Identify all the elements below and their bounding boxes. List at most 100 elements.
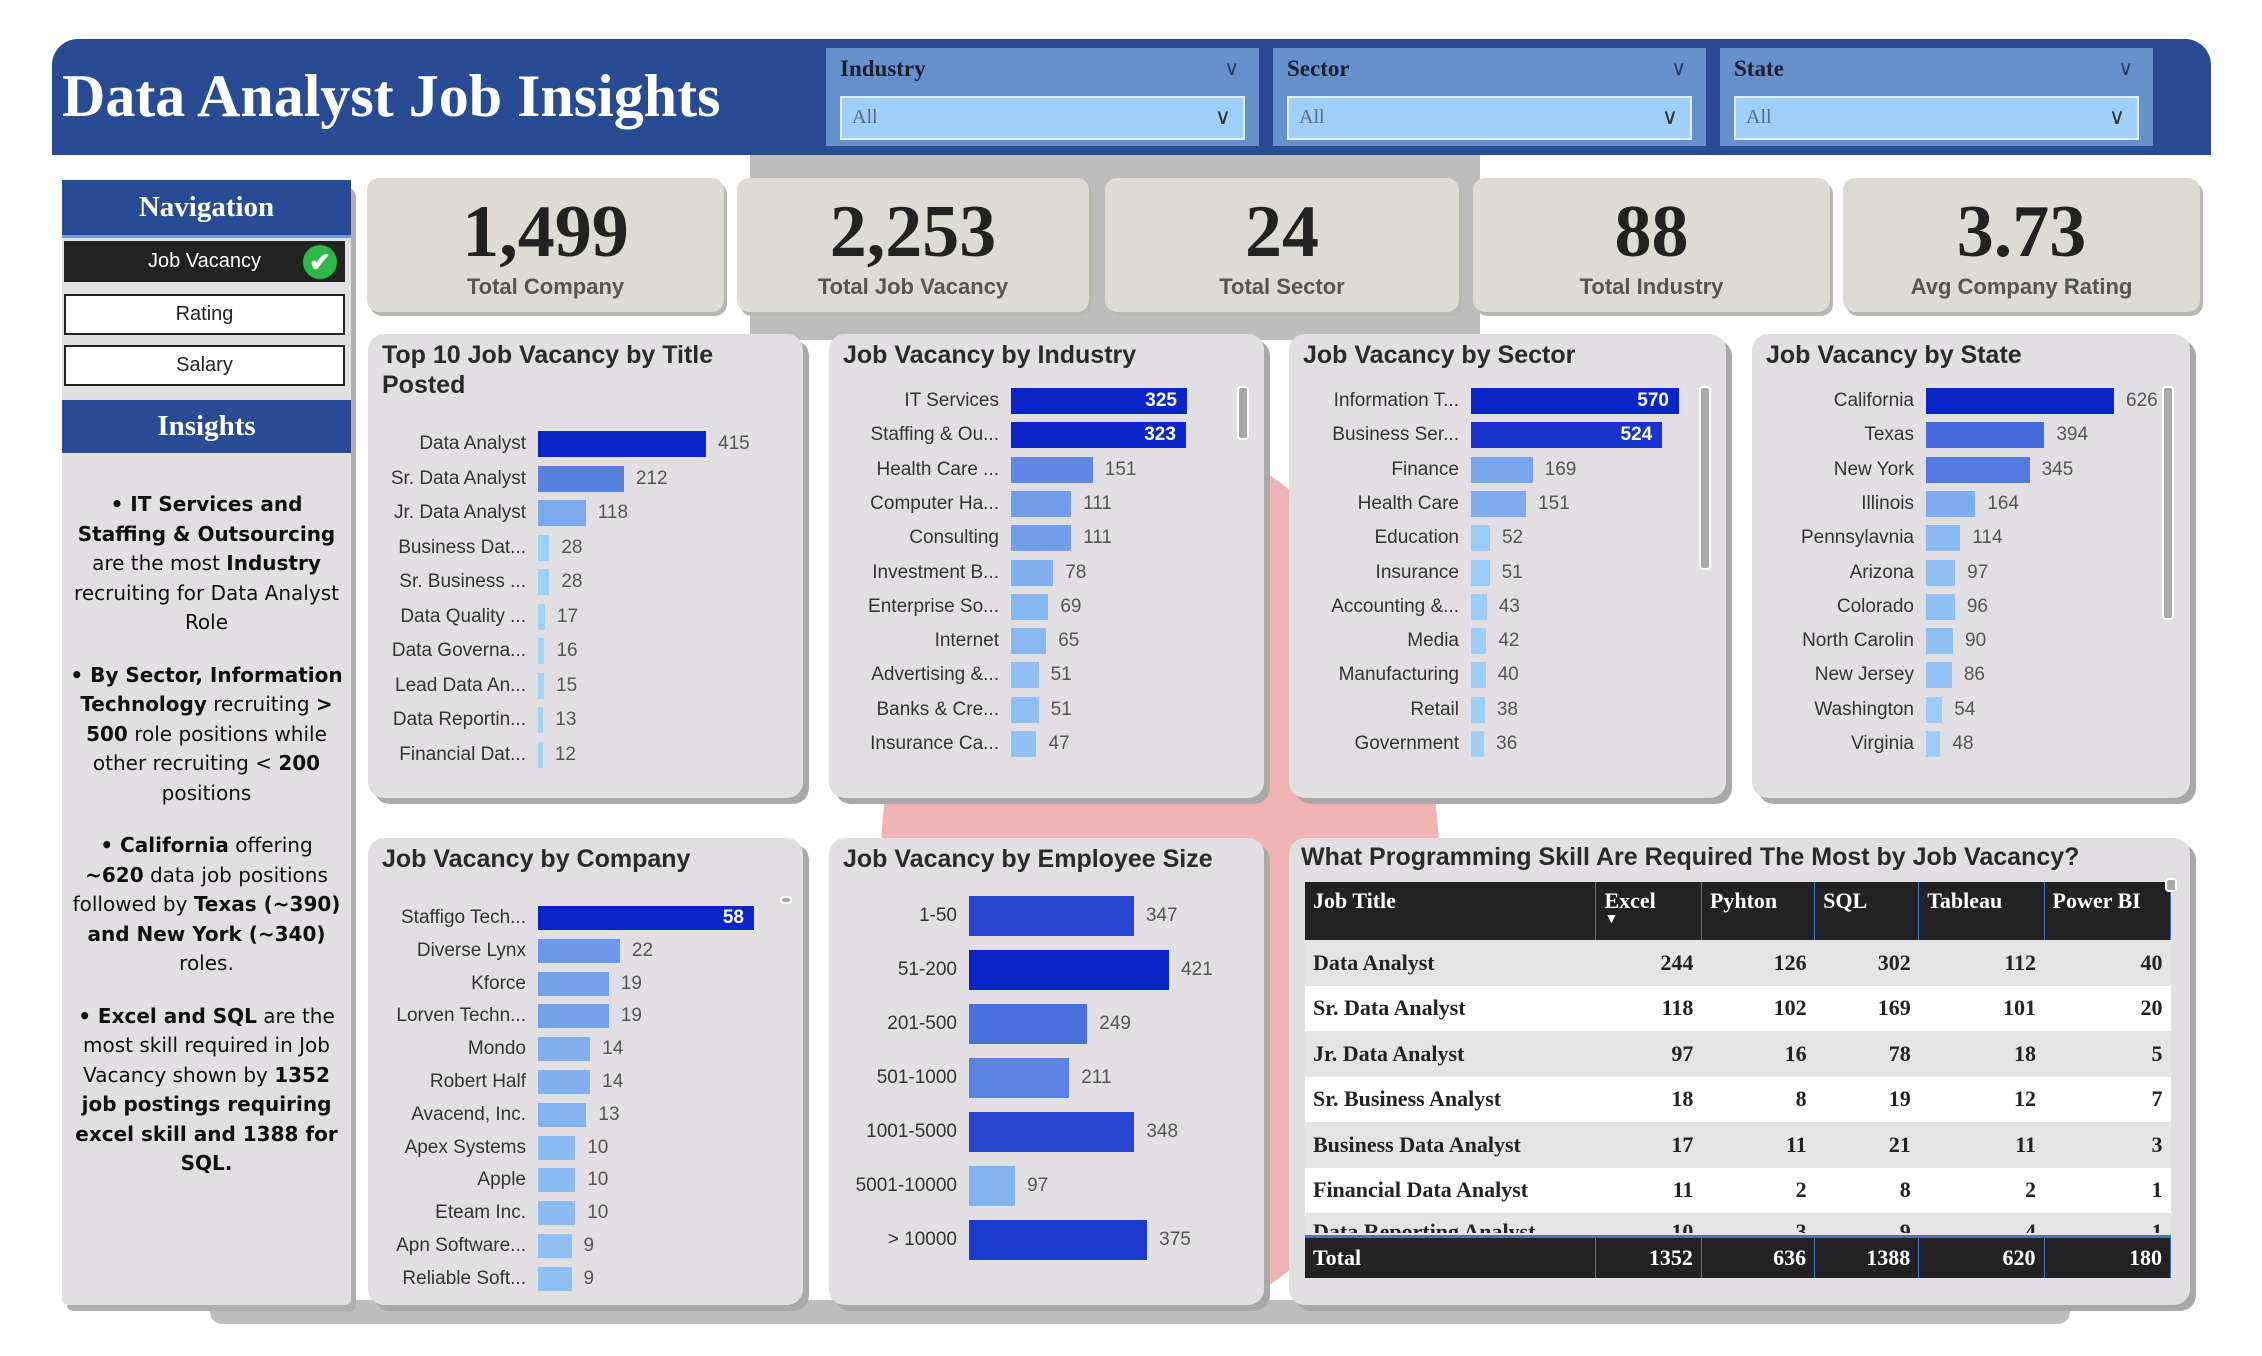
filter-sector[interactable]: Sector ∨ All ∨ [1273, 48, 1706, 146]
filter-dropdown[interactable]: All ∨ [840, 96, 1245, 140]
bar-value: 17 [556, 605, 579, 627]
bar[interactable] [538, 465, 624, 492]
bar[interactable] [538, 1135, 576, 1160]
nav-job-vacancy[interactable]: Job Vacancy ✔ [64, 241, 345, 282]
bar[interactable] [969, 896, 1134, 936]
filter-dropdown[interactable]: All ∨ [1734, 96, 2139, 140]
insight-text: are the most skill required in Job Vacan… [83, 1003, 335, 1087]
bar[interactable] [538, 1168, 576, 1193]
bar[interactable] [969, 1058, 1070, 1098]
bar-value: 118 [597, 502, 629, 523]
bar[interactable] [538, 906, 754, 930]
bar[interactable] [538, 603, 545, 630]
bar[interactable] [538, 1070, 591, 1094]
bar[interactable] [538, 938, 620, 963]
bar[interactable] [1011, 696, 1039, 723]
bar[interactable] [969, 1004, 1088, 1044]
bar-value: 421 [1181, 959, 1213, 980]
bar[interactable] [538, 672, 545, 699]
bar[interactable] [538, 707, 544, 733]
bar[interactable] [538, 1004, 609, 1029]
bar[interactable] [1471, 662, 1486, 689]
table-scrollbar[interactable] [2165, 878, 2177, 892]
kpi-value: 24 [1245, 191, 1319, 273]
bar[interactable] [538, 1234, 572, 1258]
bar[interactable] [1926, 525, 1961, 552]
bar[interactable] [1926, 490, 1976, 517]
bar[interactable] [1471, 731, 1485, 757]
chevron-down-icon[interactable]: ∨ [1224, 58, 1239, 80]
bar[interactable] [538, 1102, 587, 1127]
bar[interactable] [538, 534, 550, 561]
bar[interactable] [1471, 628, 1487, 655]
chart-scrollbar[interactable] [1237, 386, 1249, 440]
column-header[interactable]: SQL [1814, 882, 1920, 940]
insight-text: • IT Services and Staffing & Outsourcing [77, 492, 336, 546]
bar[interactable] [1471, 559, 1490, 586]
bar[interactable] [538, 1201, 576, 1226]
chart-scrollbar[interactable] [780, 896, 792, 904]
bar[interactable] [1471, 490, 1527, 517]
chevron-down-icon[interactable]: ∨ [2118, 58, 2133, 80]
filter-industry[interactable]: Industry ∨ All ∨ [826, 48, 1259, 146]
bar[interactable] [1471, 456, 1533, 483]
bar[interactable] [1926, 456, 2030, 483]
chevron-down-icon[interactable]: ∨ [1671, 58, 1686, 80]
bar[interactable] [538, 638, 545, 664]
bar[interactable] [1471, 525, 1490, 552]
filter-state[interactable]: State ∨ All ∨ [1720, 48, 2153, 146]
bar[interactable] [969, 950, 1169, 990]
bar[interactable] [538, 500, 586, 526]
table-cell: 1 [2044, 1213, 2171, 1237]
bar[interactable] [1011, 422, 1186, 449]
nav-salary[interactable]: Salary [64, 345, 345, 386]
bar[interactable] [538, 1037, 591, 1062]
bar[interactable] [538, 741, 543, 768]
column-header[interactable]: Power BI [2044, 882, 2172, 940]
bar[interactable] [1926, 696, 1943, 723]
insight-text: data job positions followed by [72, 862, 328, 917]
bar-label: New Jersey [1814, 664, 1914, 686]
bar[interactable] [538, 569, 550, 595]
bar[interactable] [969, 1112, 1135, 1152]
column-header[interactable]: Job Title [1305, 882, 1597, 940]
bar[interactable] [969, 1166, 1016, 1206]
bar[interactable] [538, 971, 609, 996]
chart-scrollbar[interactable] [1699, 386, 1711, 570]
bar[interactable] [1926, 559, 1956, 586]
bar[interactable] [1471, 696, 1485, 723]
table-cell: 7 [2044, 1076, 2171, 1122]
filter-dropdown[interactable]: All ∨ [1287, 96, 1692, 140]
bar[interactable] [1011, 731, 1037, 757]
bar[interactable] [1471, 422, 1663, 449]
bar[interactable] [1011, 593, 1049, 620]
bar[interactable] [1926, 593, 1955, 620]
chart-scrollbar[interactable] [2162, 386, 2174, 620]
bar[interactable] [1011, 559, 1054, 586]
bar[interactable] [1011, 456, 1093, 483]
table-cell: Jr. Data Analyst [1305, 1031, 1596, 1077]
table-cell: 17 [1595, 1122, 1702, 1168]
bar[interactable] [1926, 628, 1954, 655]
bar[interactable] [538, 1266, 572, 1291]
nav-rating[interactable]: Rating [64, 294, 345, 335]
bar[interactable] [1011, 525, 1072, 552]
column-header[interactable]: Excel ▼ [1595, 882, 1702, 940]
bar[interactable] [969, 1220, 1148, 1260]
bar[interactable] [1926, 731, 1941, 757]
bar[interactable] [1011, 628, 1047, 655]
bar[interactable] [1011, 662, 1039, 689]
bar[interactable] [1471, 388, 1679, 414]
bar[interactable] [1926, 388, 2114, 414]
column-header[interactable]: Pyhton [1701, 882, 1816, 940]
column-header[interactable]: Tableau [1918, 882, 2045, 940]
bar[interactable] [1926, 422, 2045, 449]
table-row: Data Analyst 244 126 302 112 40 [1305, 940, 2171, 986]
bar[interactable] [1471, 593, 1487, 620]
bar[interactable] [538, 431, 706, 457]
bar[interactable] [1011, 490, 1072, 517]
bar-label: Data Quality ... [400, 605, 526, 627]
bar[interactable] [1926, 662, 1952, 689]
bar-value: 47 [1048, 733, 1070, 754]
bar[interactable] [1011, 388, 1187, 414]
